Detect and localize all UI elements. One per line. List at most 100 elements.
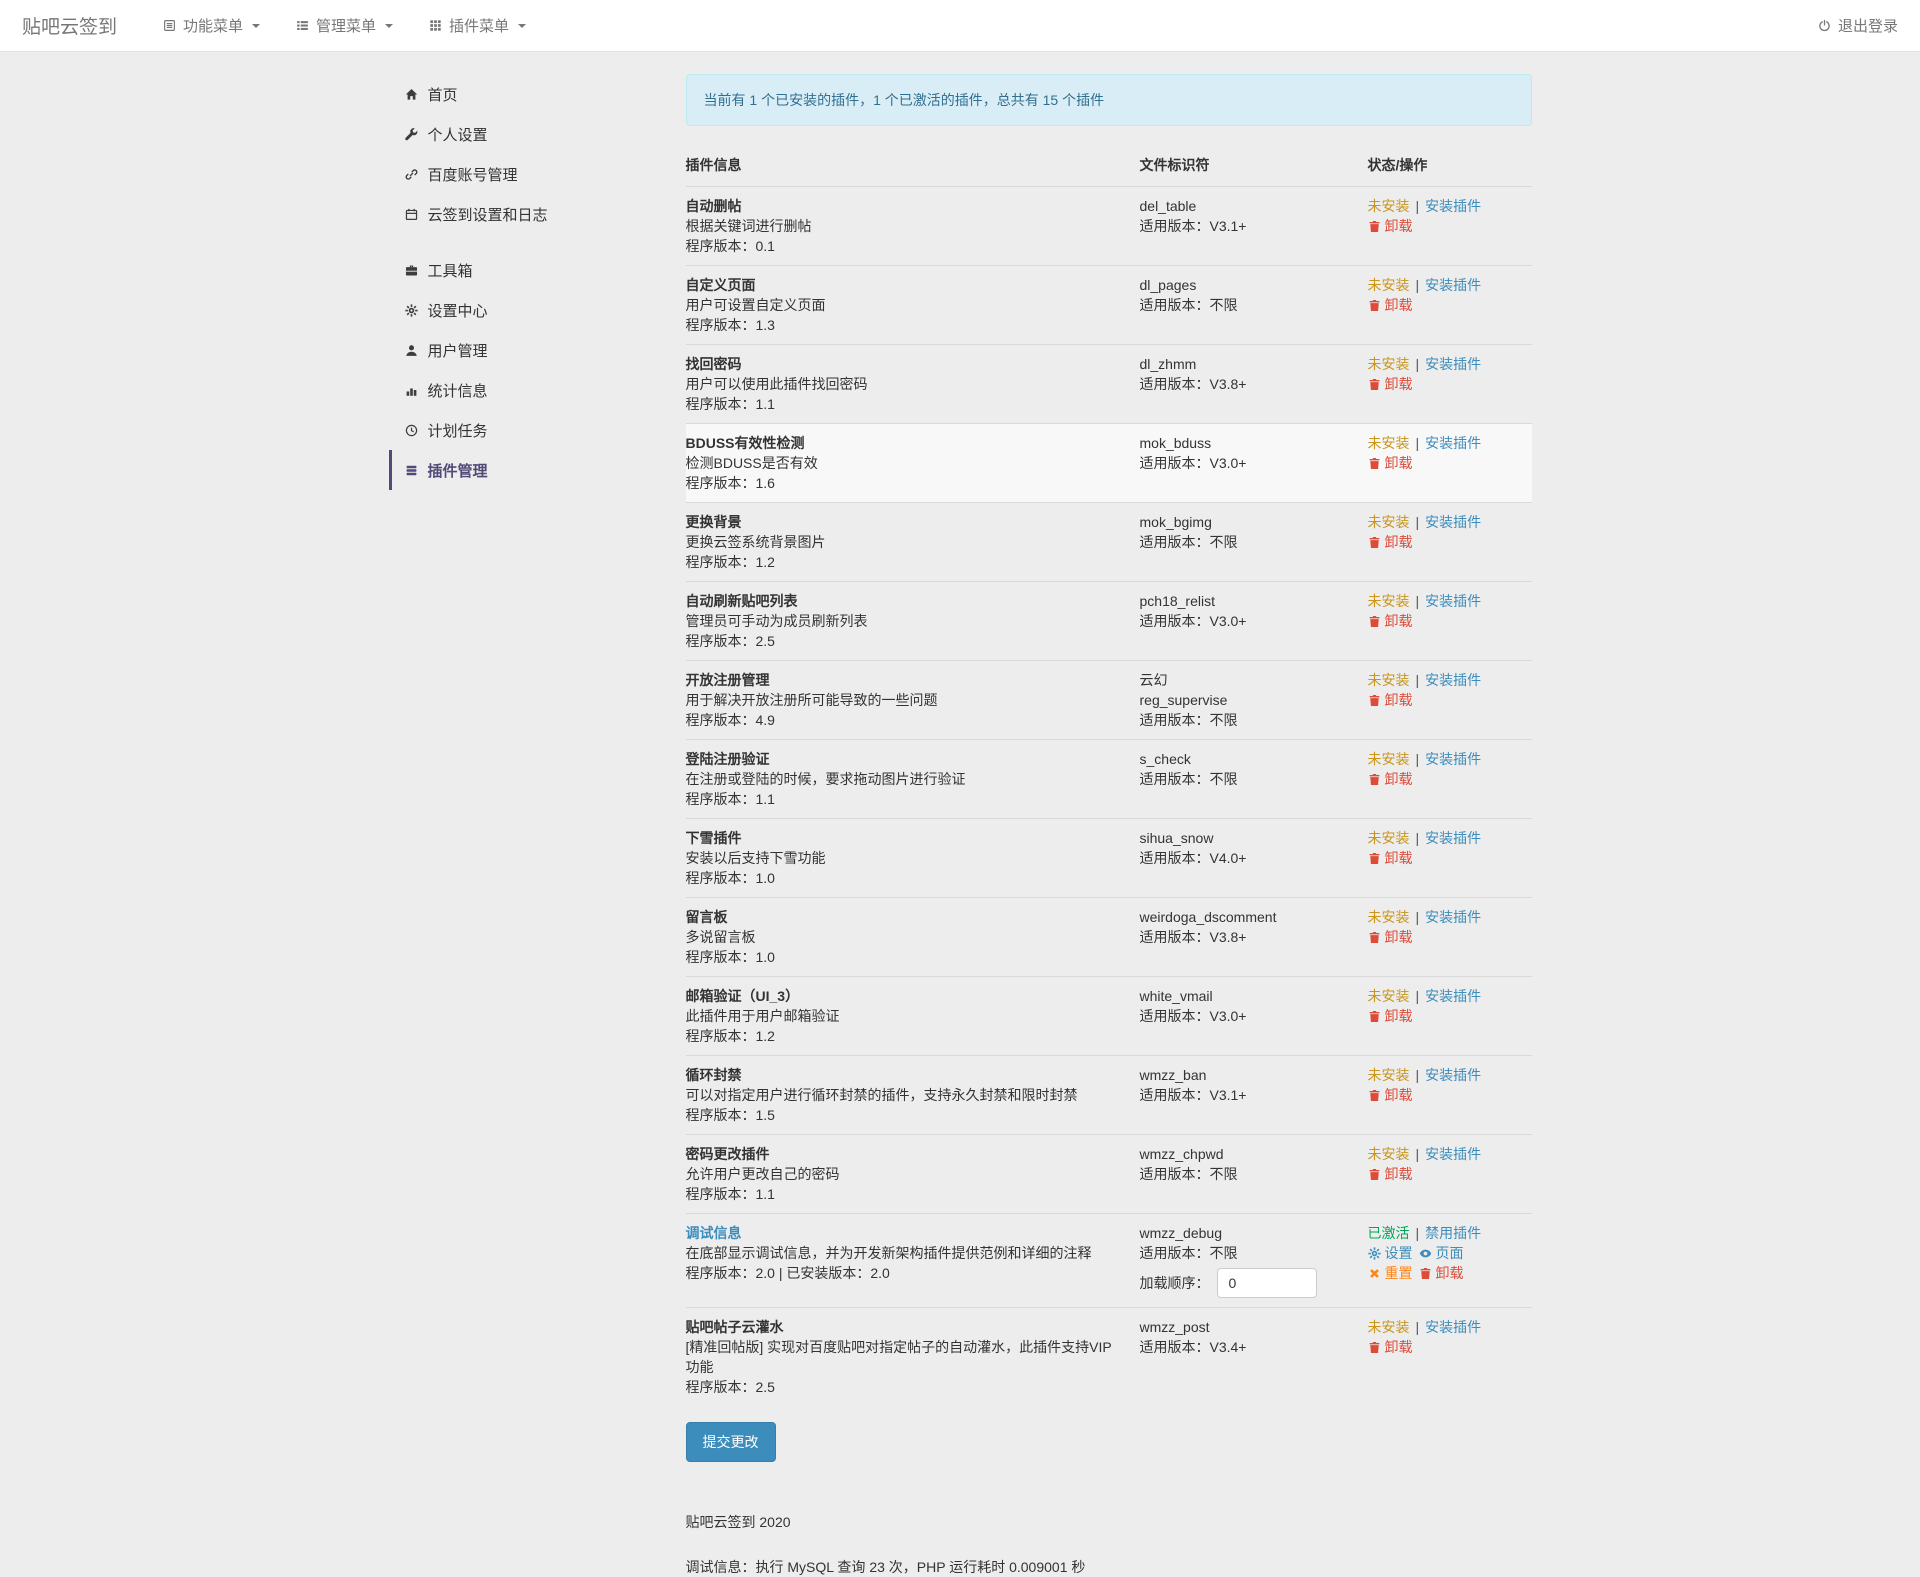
sidebar-item-home[interactable]: 首页 (389, 74, 686, 114)
plugin-description: 管理员可手动为成员刷新列表 (685, 613, 868, 629)
gear-icon (404, 303, 418, 317)
settings-link[interactable]: 设置 (1367, 1243, 1413, 1263)
sidebar-item-settings-center[interactable]: 设置中心 (389, 290, 686, 330)
sidebar-item-label: 工具箱 (427, 262, 473, 280)
plugin-identifier: dl_zhmm (1139, 356, 1197, 372)
plugin-compat-version: 适用版本：V3.0+ (1139, 455, 1247, 471)
sidebar-item-label: 百度账号管理 (427, 166, 518, 184)
logout-button[interactable]: 退出登录 (1818, 15, 1898, 36)
sidebar-item-user-management[interactable]: 用户管理 (389, 330, 686, 370)
plugin-danger-line: 卸载 (1368, 453, 1532, 473)
install-plugin-link-label: 安装插件 (1425, 909, 1482, 925)
uninstall-link-label: 卸载 (1384, 297, 1413, 313)
install-plugin-link[interactable]: 安装插件 (1425, 512, 1481, 532)
plugin-name[interactable]: 调试信息 (685, 1225, 742, 1241)
plugin-description: 多说留言板 (685, 929, 756, 945)
separator: | (1415, 988, 1420, 1004)
eye-icon (1419, 1247, 1432, 1260)
plugin-identifier: reg_supervise (1139, 692, 1228, 708)
uninstall-link[interactable]: 卸载 (1368, 1006, 1413, 1026)
uninstall-link[interactable]: 卸载 (1368, 1164, 1413, 1184)
plugin-identifier-cell: wmzz_post 适用版本：V3.4+ (1140, 1317, 1368, 1397)
uninstall-link-label: 卸载 (1384, 1339, 1413, 1355)
sidebar-item-sign-settings-logs[interactable]: 云签到设置和日志 (389, 194, 686, 234)
uninstall-link-label: 卸载 (1384, 218, 1413, 234)
plugin-danger-line: 卸载 (1368, 216, 1532, 236)
sidebar-item-label: 插件管理 (427, 462, 488, 480)
install-plugin-link[interactable]: 安装插件 (1425, 670, 1481, 690)
uninstall-link[interactable]: 卸载 (1368, 1337, 1413, 1357)
trash-icon (1368, 1089, 1381, 1102)
nav-menu-function[interactable]: 功能菜单 (163, 15, 261, 36)
nav-menu-plugin[interactable]: 插件菜单 (429, 15, 527, 36)
submit-changes-button[interactable]: 提交更改 (685, 1422, 776, 1462)
plugin-name: 更换背景 (685, 514, 742, 530)
uninstall-link[interactable]: 卸载 (1368, 1085, 1413, 1105)
install-plugin-link[interactable]: 安装插件 (1425, 433, 1481, 453)
uninstall-link[interactable]: 卸载 (1419, 1263, 1464, 1283)
sidebar-item-toolbox[interactable]: 工具箱 (389, 250, 686, 290)
load-order-input[interactable] (1216, 1268, 1317, 1298)
separator: | (1415, 356, 1420, 372)
separator: | (1415, 672, 1420, 688)
status-action-line: 未安装 | 安装插件 (1368, 275, 1532, 295)
sidebar-item-plugin-management[interactable]: 插件管理 (388, 450, 686, 490)
install-plugin-link[interactable]: 安装插件 (1425, 828, 1481, 848)
plugin-description: 用户可以使用此插件找回密码 (685, 376, 868, 392)
page-link[interactable]: 页面 (1419, 1243, 1464, 1263)
uninstall-link[interactable]: 卸载 (1368, 927, 1413, 947)
uninstall-link[interactable]: 卸载 (1368, 690, 1413, 710)
plugin-identifier: wmzz_chpwd (1139, 1146, 1224, 1162)
install-plugin-link[interactable]: 安装插件 (1425, 986, 1481, 1006)
install-plugin-link[interactable]: 安装插件 (1425, 196, 1481, 216)
plugin-summary-alert: 当前有 1 个已安装的插件，1 个已激活的插件，总共有 15 个插件 (685, 74, 1532, 126)
uninstall-link[interactable]: 卸载 (1368, 216, 1413, 236)
plugin-description: 安装以后支持下雪功能 (685, 850, 826, 866)
plugin-identifier-cell: wmzz_chpwd 适用版本：不限 (1140, 1144, 1368, 1204)
uninstall-link-label: 卸载 (1384, 455, 1413, 471)
nav-menu-manage[interactable]: 管理菜单 (296, 15, 394, 36)
plugin-identifier: mok_bgimg (1139, 514, 1212, 530)
uninstall-link[interactable]: 卸载 (1368, 453, 1413, 473)
plugin-identifier-cell: mok_bduss 适用版本：V3.0+ (1140, 433, 1368, 493)
install-plugin-link-label: 安装插件 (1425, 593, 1482, 609)
trash-icon (1368, 694, 1381, 707)
x-icon (1368, 1267, 1381, 1280)
install-plugin-link[interactable]: 安装插件 (1425, 1144, 1481, 1164)
install-plugin-link[interactable]: 安装插件 (1425, 1065, 1481, 1085)
sidebar-item-personal-settings[interactable]: 个人设置 (389, 114, 686, 154)
plugin-name: 开放注册管理 (685, 672, 770, 688)
install-plugin-link[interactable]: 安装插件 (1425, 275, 1481, 295)
install-plugin-link[interactable]: 安装插件 (1425, 749, 1481, 769)
install-plugin-link[interactable]: 安装插件 (1425, 591, 1481, 611)
install-plugin-link[interactable]: 安装插件 (1425, 907, 1481, 927)
plugin-danger-line: 卸载 (1368, 611, 1532, 631)
uninstall-link[interactable]: 卸载 (1368, 611, 1413, 631)
install-plugin-link-label: 安装插件 (1425, 672, 1482, 688)
uninstall-link[interactable]: 卸载 (1368, 769, 1413, 789)
uninstall-link[interactable]: 卸载 (1368, 848, 1413, 868)
table-row: 找回密码 用户可以使用此插件找回密码 程序版本：1.1 dl_zhmm 适用版本：… (685, 345, 1532, 424)
uninstall-link[interactable]: 卸载 (1368, 532, 1413, 552)
status-badge: 未安装 (1367, 1146, 1410, 1162)
plugin-description: 用户可设置自定义页面 (685, 297, 826, 313)
separator: | (1415, 1146, 1420, 1162)
sidebar-item-statistics[interactable]: 统计信息 (389, 370, 686, 410)
uninstall-link-label: 卸载 (1384, 1087, 1413, 1103)
status-badge: 未安装 (1367, 909, 1410, 925)
briefcase-icon (405, 265, 417, 276)
uninstall-link[interactable]: 卸载 (1368, 374, 1413, 394)
status-action-line: 未安装 | 安装插件 (1368, 512, 1532, 532)
brand[interactable]: 贴吧云签到 (22, 17, 118, 38)
plugin-danger-line: 卸载 (1368, 532, 1532, 552)
sidebar-item-scheduled-tasks[interactable]: 计划任务 (389, 410, 686, 450)
plugin-identifier-cell: wmzz_debug 适用版本：不限 加载顺序： (1140, 1223, 1368, 1298)
uninstall-link[interactable]: 卸载 (1368, 295, 1413, 315)
disable-plugin-link[interactable]: 禁用插件 (1425, 1223, 1481, 1243)
trash-icon (1368, 1168, 1381, 1181)
sidebar-item-baidu-accounts[interactable]: 百度账号管理 (389, 154, 686, 194)
trash-icon (1368, 378, 1381, 391)
reset-link[interactable]: 重置 (1368, 1263, 1413, 1283)
install-plugin-link[interactable]: 安装插件 (1425, 354, 1481, 374)
install-plugin-link[interactable]: 安装插件 (1425, 1317, 1481, 1337)
